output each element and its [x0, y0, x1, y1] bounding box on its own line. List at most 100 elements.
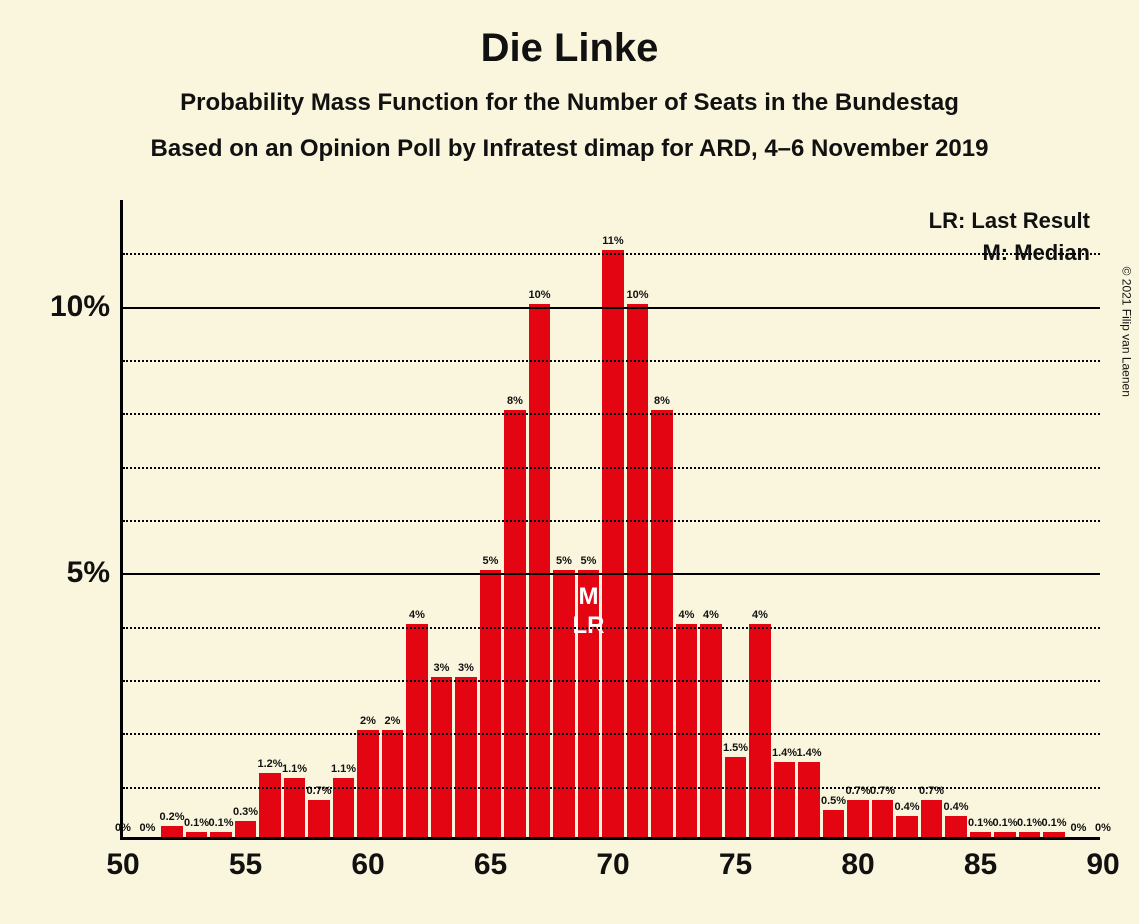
bar [529, 304, 551, 837]
bar-value-label: 1.1% [282, 763, 307, 775]
gridline-minor [123, 787, 1100, 789]
bar [504, 410, 526, 837]
bar-value-label: 1.5% [723, 742, 748, 754]
x-tick-label: 80 [841, 848, 874, 882]
x-tick-label: 50 [106, 848, 139, 882]
bar [1019, 832, 1041, 837]
bar-value-label: 0.1% [968, 817, 993, 829]
bar-value-label: 0% [1095, 822, 1111, 834]
bar [480, 570, 502, 837]
gridline-minor [123, 253, 1100, 255]
bar-value-label: 0.1% [992, 817, 1017, 829]
bar [921, 800, 943, 837]
y-tick-label: 5% [67, 556, 110, 590]
x-tick-label: 60 [351, 848, 384, 882]
bar [602, 250, 624, 837]
bar-value-label: 10% [626, 289, 648, 301]
bar [627, 304, 649, 837]
bar [872, 800, 894, 837]
bar [382, 730, 404, 837]
chart-subtitle-2: Based on an Opinion Poll by Infratest di… [0, 117, 1139, 163]
bar-value-label: 0.1% [184, 817, 209, 829]
copyright: © 2021 Filip van Laenen [1119, 267, 1133, 397]
bar-value-label: 0% [115, 822, 131, 834]
y-tick-label: 10% [50, 290, 110, 324]
bar-value-label: 0.5% [821, 795, 846, 807]
bar [651, 410, 673, 837]
bar-value-label: 10% [528, 289, 550, 301]
bar [676, 624, 698, 837]
bar [161, 826, 183, 837]
bar [308, 800, 330, 837]
bar [823, 810, 845, 837]
chart-title: Die Linke [0, 0, 1139, 71]
gridline-minor [123, 467, 1100, 469]
chart-container: Die Linke Probability Mass Function for … [0, 0, 1139, 924]
gridline-minor [123, 520, 1100, 522]
x-tick-label: 70 [596, 848, 629, 882]
bar-value-label: 1.2% [257, 758, 282, 770]
bars-layer: 0%0%0.2%0.1%0.1%0.3%1.2%1.1%0.7%1.1%2%2%… [123, 200, 1100, 837]
gridline-minor [123, 733, 1100, 735]
bar [186, 832, 208, 837]
bar [357, 730, 379, 837]
x-tick-label: 65 [474, 848, 507, 882]
bar-value-label: 5% [556, 555, 572, 567]
bar [970, 832, 992, 837]
bar [774, 762, 796, 837]
bar-value-label: 0.4% [894, 801, 919, 813]
bar-value-label: 0.2% [159, 811, 184, 823]
bar-value-label: 0.1% [1017, 817, 1042, 829]
bar [406, 624, 428, 837]
gridline-major [123, 573, 1100, 575]
x-tick-label: 75 [719, 848, 752, 882]
bar [994, 832, 1016, 837]
bar-value-label: 4% [679, 609, 695, 621]
bar-value-label: 4% [409, 609, 425, 621]
bar-value-label: 1.4% [796, 747, 821, 759]
bar-value-label: 0% [140, 822, 156, 834]
bar [235, 821, 257, 837]
bar-value-label: 2% [385, 715, 401, 727]
bar-value-label: 0% [1071, 822, 1087, 834]
bar-value-label: 0.4% [943, 801, 968, 813]
bar-value-label: 8% [507, 395, 523, 407]
bar-value-label: 1.4% [772, 747, 797, 759]
bar-value-label: 11% [602, 235, 623, 247]
bar-value-label: 0.3% [233, 806, 258, 818]
bar-value-label: 4% [703, 609, 719, 621]
plot-area: LR: Last Result M: Median 0%0%0.2%0.1%0.… [120, 200, 1100, 840]
x-tick-label: 90 [1086, 848, 1119, 882]
x-tick-label: 85 [964, 848, 997, 882]
bar-value-label: 2% [360, 715, 376, 727]
bar-value-label: 0.1% [1041, 817, 1066, 829]
gridline-minor [123, 413, 1100, 415]
bar-value-label: 3% [458, 662, 474, 674]
bar [749, 624, 771, 837]
median-marker: MLR [573, 583, 605, 641]
gridline-minor [123, 680, 1100, 682]
bar-value-label: 0.1% [208, 817, 233, 829]
bar [700, 624, 722, 837]
bar [259, 773, 281, 837]
bar [847, 800, 869, 837]
bar-value-label: 8% [654, 395, 670, 407]
bar [725, 757, 747, 837]
bar [1043, 832, 1065, 837]
bar [455, 677, 477, 837]
chart-subtitle-1: Probability Mass Function for the Number… [0, 71, 1139, 117]
bar-value-label: 4% [752, 609, 768, 621]
bar-value-label: 1.1% [331, 763, 356, 775]
bar [945, 816, 967, 837]
bar-value-label: 5% [581, 555, 597, 567]
gridline-minor [123, 360, 1100, 362]
bar [798, 762, 820, 837]
x-tick-label: 55 [229, 848, 262, 882]
gridline-minor [123, 627, 1100, 629]
bar-value-label: 5% [483, 555, 499, 567]
bar [431, 677, 453, 837]
bar-value-label: 3% [434, 662, 450, 674]
bar [896, 816, 918, 837]
bar [210, 832, 232, 837]
gridline-major [123, 307, 1100, 309]
